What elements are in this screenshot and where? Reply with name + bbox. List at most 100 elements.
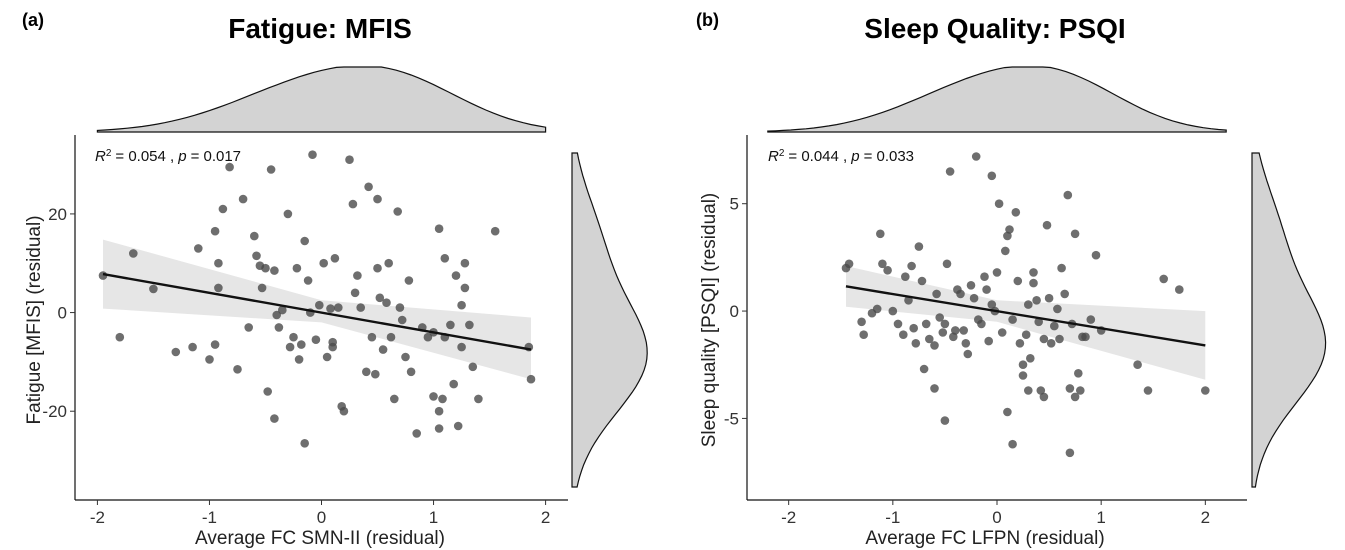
panel-b-point-87	[1024, 386, 1033, 395]
panel-b-point-79	[1076, 386, 1085, 395]
panel-a-x-tick-label-0: -2	[90, 508, 105, 527]
panel-a-point-12	[218, 204, 228, 214]
panel-b-point-36	[963, 349, 973, 359]
panel-a-point-95	[460, 258, 470, 268]
panel-b-point-63	[1034, 317, 1043, 327]
panel-a-point-70	[397, 315, 407, 325]
panel-a-title: Fatigue: MFIS	[228, 13, 412, 44]
panel-b-point-64	[1036, 386, 1046, 395]
panel-a-point-89	[438, 394, 447, 404]
panel-b-point-17	[914, 242, 924, 251]
panel-a-point-50	[339, 406, 349, 416]
panel-a-point-65	[384, 258, 394, 268]
panel-b-point-16	[911, 339, 921, 348]
panel-b-point-95	[1159, 274, 1168, 284]
panel-a-xlabel: Average FC SMN-II (residual)	[195, 528, 445, 549]
panel-b-point-29	[945, 167, 955, 176]
panel-a-y-tick-label-1: 0	[58, 304, 67, 323]
panel-a-r2-label: R	[95, 148, 106, 165]
panel-b-point-54	[1011, 208, 1021, 217]
panel-b-point-42	[980, 272, 989, 282]
panel-b-point-61	[1029, 268, 1038, 277]
panel-b-point-14	[907, 261, 916, 271]
panel-a-point-33	[294, 355, 304, 364]
panel-b-point-12	[901, 272, 910, 282]
panel-b-point-59	[1024, 300, 1033, 309]
panel-b-fit-line	[845, 285, 1206, 347]
panel-a-y-tick-label-0: -20	[42, 402, 67, 421]
panel-b-point-9	[888, 306, 898, 316]
panel-a-point-67	[390, 394, 399, 404]
panel-b-y-tick-label-1: 0	[730, 302, 739, 321]
panel-b-xlabel: Average FC LFPN (residual)	[865, 528, 1104, 549]
panel-b-point-99	[987, 171, 997, 181]
panel-b-point-1	[844, 259, 854, 269]
panel-a-point-57	[364, 182, 373, 192]
panel-b-point-33	[956, 289, 965, 299]
panel-b-point-20	[921, 319, 931, 329]
panel-a-point-82	[457, 300, 466, 310]
panel-b-point-97	[1201, 386, 1210, 395]
panel-a-point-7	[205, 355, 214, 364]
panel-a-fit	[102, 272, 532, 351]
panel-b-point-85	[1008, 439, 1017, 449]
panel-a-point-51	[345, 155, 354, 164]
panel-a-point-23	[266, 165, 276, 174]
panel-a-point-44	[326, 304, 335, 313]
panel-b-point-88	[1029, 278, 1038, 288]
panel-a-point-28	[278, 305, 287, 315]
panel-a-point-88	[434, 406, 444, 416]
panel-b-annotation: R2 = 0.044 , p = 0.033	[768, 148, 914, 166]
panel-b-point-60	[1026, 354, 1035, 363]
panel-b-point-8	[883, 266, 892, 275]
panel-b-point-3	[859, 330, 868, 340]
panel-b-point-82	[1091, 250, 1101, 260]
panel-b-point-50	[1001, 246, 1010, 256]
panel-b-point-27	[940, 416, 950, 425]
panel-b-point-34	[959, 326, 968, 335]
panel-a-point-15	[238, 194, 248, 204]
panel-a-point-30	[285, 342, 295, 352]
panel-b: (b) Sleep Quality: PSQI -2 -1 0 1 2 -505 R2 =…	[696, 10, 1327, 549]
panel-a-p-label: p	[177, 148, 186, 165]
panel-a-point-71	[401, 352, 410, 362]
panel-b-point-6	[876, 229, 885, 239]
panel-a-points	[98, 150, 536, 448]
panel-a-point-41	[315, 300, 324, 310]
panel-b-point-91	[1070, 392, 1080, 402]
panel-a-point-29	[283, 209, 293, 219]
panel-b-r2-value: = 0.044 ,	[788, 148, 847, 165]
panel-b-point-89	[1039, 334, 1049, 344]
panel-b-point-49	[997, 328, 1007, 337]
panel-b-point-21	[925, 334, 934, 344]
panel-b-x-tick-label-2: 0	[992, 508, 1001, 527]
panel-a-point-64	[382, 298, 391, 308]
panel-a-x-tick-label-2: 0	[317, 508, 326, 527]
panel-a-x-ticks: -2 -1 0 1 2	[90, 500, 550, 527]
panel-a-point-46	[328, 337, 338, 347]
panel-b-point-84	[1003, 407, 1012, 417]
panel-a-point-4	[171, 347, 181, 357]
panel-a-point-31	[289, 332, 298, 342]
panel-b-fit	[845, 285, 1206, 347]
panel-a-x-density-curve	[96, 66, 547, 133]
panel-b-point-5	[872, 304, 882, 314]
panel-a-point-37	[303, 276, 313, 285]
panel-b-point-19	[919, 364, 929, 374]
panel-a-y-density-curve	[571, 152, 648, 488]
panel-a-point-63	[378, 345, 388, 354]
panel-a-point-93	[453, 421, 463, 431]
panel-a-point-21	[261, 263, 270, 273]
panel-b-y-density	[1251, 152, 1327, 488]
panel-a-annotation: R2 = 0.054 , p = 0.017	[95, 148, 241, 166]
panel-b-point-38	[969, 293, 979, 303]
panel-a-point-61	[373, 263, 382, 273]
panel-b-point-35	[961, 339, 971, 348]
panel-b-point-44	[984, 336, 993, 346]
panel-a-point-60	[373, 194, 382, 204]
panel-a-point-42	[319, 258, 329, 268]
panel-a-point-90	[440, 253, 450, 263]
panel-b-point-11	[899, 330, 908, 340]
